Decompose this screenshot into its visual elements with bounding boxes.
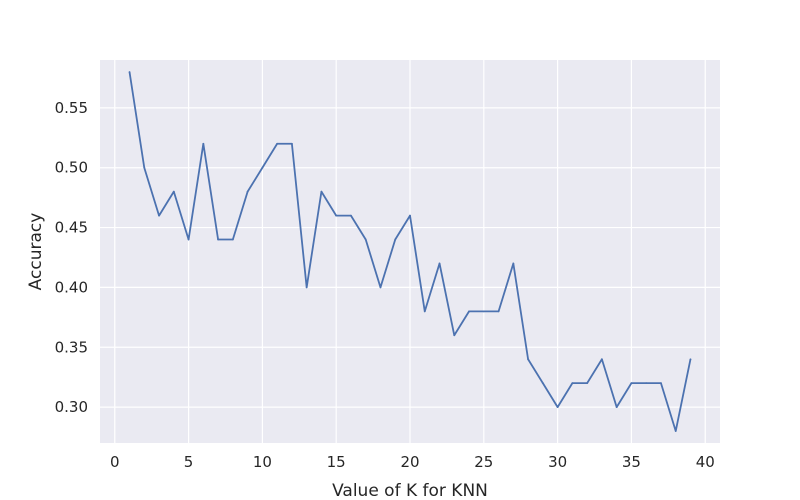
y-tick-label: 0.45 (55, 219, 88, 237)
data-point (187, 238, 190, 241)
data-point (291, 142, 293, 145)
data-point (497, 310, 500, 313)
data-point (128, 71, 131, 73)
data-point (394, 238, 397, 241)
x-tick-label: 35 (622, 453, 641, 471)
x-tick-label: 5 (184, 453, 194, 471)
data-point (541, 382, 544, 385)
data-point (601, 358, 603, 361)
y-tick-label: 0.40 (55, 278, 88, 296)
data-point (423, 310, 426, 313)
data-point (231, 238, 234, 241)
series-layer (128, 71, 692, 432)
data-point (615, 406, 618, 408)
x-tick-label: 0 (110, 453, 120, 471)
x-gridlines (114, 60, 706, 443)
data-point (246, 190, 249, 193)
data-point (261, 166, 264, 169)
data-point (630, 382, 633, 385)
data-point (512, 262, 515, 265)
x-tick-label: 40 (696, 453, 715, 471)
x-tick-label: 25 (474, 453, 493, 471)
data-point (276, 142, 279, 145)
y-axis-label: Accuracy (26, 213, 46, 291)
data-point (689, 358, 692, 361)
data-point (645, 382, 648, 385)
data-point (586, 382, 589, 385)
data-point (364, 238, 367, 241)
data-point (379, 286, 382, 289)
data-point (482, 310, 485, 313)
x-tick-label: 30 (548, 453, 567, 471)
data-point (556, 406, 559, 408)
data-point (527, 358, 529, 361)
data-point (660, 382, 662, 385)
data-point (305, 286, 308, 289)
y-tick-label: 0.55 (55, 99, 88, 117)
x-axis-label: Value of K for KNN (332, 481, 488, 500)
x-axis-ticks: 0 5 10 15 20 25 30 35 40 (110, 453, 715, 471)
y-tick-label: 0.35 (55, 338, 88, 356)
x-tick-label: 10 (253, 453, 272, 471)
data-point (453, 334, 456, 337)
y-tick-label: 0.50 (55, 159, 88, 177)
data-point (438, 262, 441, 265)
x-tick-label: 20 (400, 453, 419, 471)
data-point (202, 142, 205, 145)
data-point (409, 214, 411, 217)
data-point (158, 214, 160, 217)
x-tick-label: 15 (327, 453, 346, 471)
data-point (674, 430, 677, 432)
data-point (172, 190, 175, 193)
data-point (143, 166, 146, 169)
data-point (335, 214, 338, 217)
data-point (217, 238, 219, 241)
y-axis-ticks: 0.30 0.35 0.40 0.45 0.50 0.55 (55, 99, 88, 416)
data-point (350, 214, 352, 217)
data-point (320, 190, 323, 193)
data-point (571, 382, 574, 385)
data-point (468, 310, 470, 313)
y-tick-label: 0.30 (55, 398, 88, 416)
